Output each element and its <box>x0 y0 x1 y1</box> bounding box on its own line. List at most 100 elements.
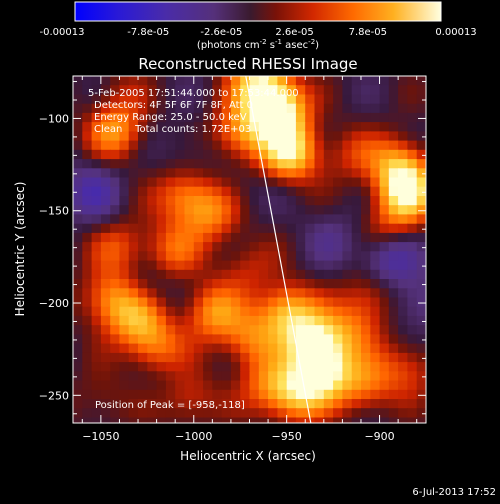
heatmap-cell <box>249 380 260 391</box>
heatmap-cell <box>388 306 399 317</box>
heatmap-cell <box>82 334 93 345</box>
heatmap-cell <box>416 352 426 363</box>
heatmap-cell <box>212 352 223 363</box>
heatmap-cell <box>193 334 204 345</box>
heatmap-cell <box>258 334 269 345</box>
heatmap-cell <box>258 417 269 423</box>
heatmap-cell <box>286 251 297 262</box>
heatmap-cell <box>323 122 334 132</box>
heatmap-cell <box>165 408 176 419</box>
y-axis-label: Heliocentric Y (arcsec) <box>13 182 27 317</box>
heatmap-cell <box>286 334 297 345</box>
heatmap-cell <box>351 389 362 400</box>
heatmap-cell <box>156 242 167 252</box>
heatmap-cell <box>398 122 408 132</box>
heatmap-cell <box>147 427 157 437</box>
heatmap-cell <box>277 269 288 280</box>
heatmap-cell <box>416 94 426 105</box>
heatmap-cell <box>258 85 269 96</box>
heatmap-cell <box>295 269 306 280</box>
heatmap-cell <box>426 371 436 381</box>
heatmap-cell <box>407 334 418 345</box>
heatmap-cell <box>426 251 436 261</box>
heatmap-cell <box>91 325 102 336</box>
heatmap-cell <box>128 232 139 243</box>
heatmap-cell <box>240 131 251 142</box>
heatmap-cell <box>258 260 269 271</box>
heatmap-cell <box>221 186 232 197</box>
heatmap-cell <box>100 112 111 123</box>
heatmap-cell <box>323 251 334 262</box>
heatmap-cell <box>91 389 102 400</box>
heatmap-cell <box>138 94 148 105</box>
heatmap-cell <box>82 196 93 206</box>
heatmap-cell <box>277 94 288 105</box>
heatmap-cell <box>212 380 223 391</box>
heatmap-cell <box>128 122 139 132</box>
heatmap-cell <box>388 362 399 372</box>
heatmap-cell <box>398 251 408 262</box>
heatmap-cell <box>249 417 260 423</box>
heatmap-cell <box>156 131 167 142</box>
heatmap-cell <box>342 380 353 391</box>
heatmap-cell <box>193 122 204 132</box>
heatmap-cell <box>323 417 334 423</box>
heatmap-cell <box>240 214 251 225</box>
heatmap-cell <box>91 94 102 105</box>
heatmap-cell <box>370 149 381 160</box>
heatmap-cell <box>314 85 325 96</box>
y-tick-label: −150 <box>39 205 69 218</box>
heatmap-cell <box>426 353 436 363</box>
heatmap-cell <box>295 196 306 206</box>
heatmap-cell <box>100 343 111 354</box>
heatmap-cell <box>73 103 83 114</box>
heatmap-cell <box>379 159 390 169</box>
heatmap-cell <box>342 112 353 123</box>
heatmap-cell <box>100 76 111 86</box>
heatmap-cell <box>100 371 111 382</box>
heatmap-cell <box>426 214 436 224</box>
heatmap-cell <box>128 380 139 391</box>
heatmap-cell <box>305 168 316 179</box>
heatmap-cell <box>305 186 316 197</box>
heatmap-cell <box>323 306 334 317</box>
heatmap-cell <box>305 232 316 243</box>
heatmap-cell <box>91 279 102 289</box>
heatmap-cell <box>221 149 232 160</box>
heatmap-cell <box>407 140 418 151</box>
heatmap-cell <box>398 417 408 423</box>
heatmap-cell <box>286 408 297 419</box>
heatmap-cell <box>407 149 418 160</box>
heatmap-cell <box>323 371 334 382</box>
heatmap-cell <box>388 205 399 216</box>
heatmap-cell <box>73 334 83 345</box>
heatmap-cell <box>119 343 130 354</box>
heatmap-cell <box>240 380 251 391</box>
heatmap-cell <box>333 297 343 308</box>
heatmap-cell <box>240 205 251 216</box>
heatmap-cell <box>379 362 390 372</box>
heatmap-cell <box>230 131 241 142</box>
heatmap-cell <box>361 279 371 289</box>
heatmap-cell <box>286 76 297 86</box>
heatmap-cell <box>203 131 213 142</box>
heatmap-cell <box>342 168 353 179</box>
heatmap-cell <box>230 315 241 326</box>
heatmap-cell <box>147 325 158 336</box>
heatmap-cell <box>426 298 436 308</box>
heatmap-cell <box>240 103 251 114</box>
heatmap-cell <box>82 94 93 105</box>
heatmap-cell <box>240 389 251 400</box>
heatmap-cell <box>165 362 176 372</box>
heatmap-cell <box>342 417 353 423</box>
heatmap-cell <box>128 288 139 299</box>
heatmap-cell <box>184 232 195 243</box>
heatmap-cell <box>222 427 232 437</box>
heatmap-cell <box>193 260 204 271</box>
heatmap-cell <box>221 76 232 86</box>
heatmap-cell <box>416 159 426 169</box>
heatmap-cell <box>305 334 316 345</box>
heatmap-cell <box>175 149 186 160</box>
heatmap-cell <box>416 103 426 114</box>
heatmap-cell <box>388 315 399 326</box>
